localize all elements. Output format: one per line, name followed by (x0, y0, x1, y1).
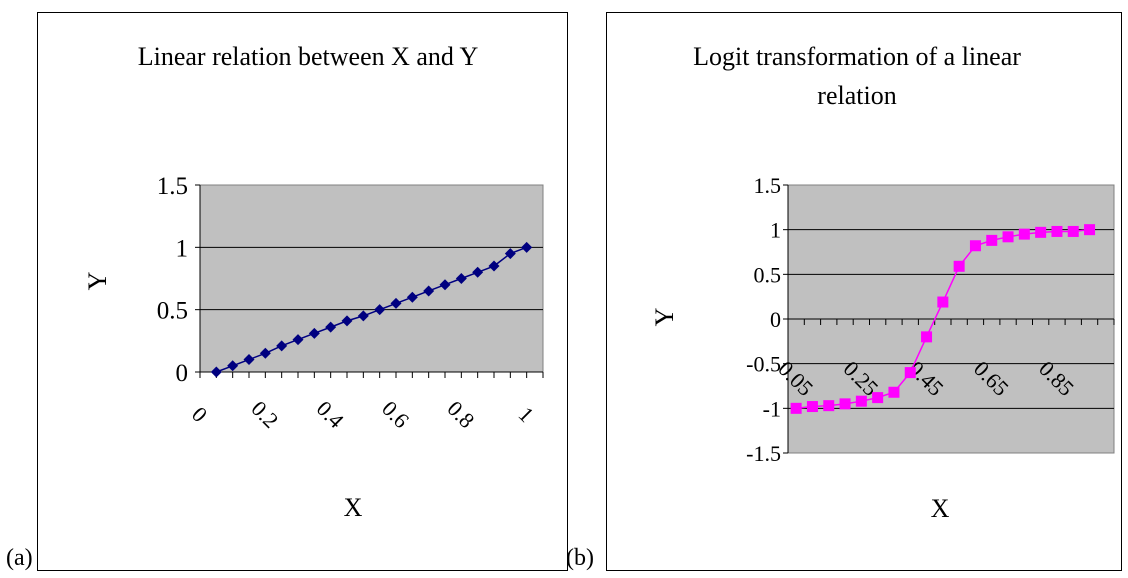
data-point-marker (504, 248, 516, 260)
data-point-marker (406, 291, 418, 303)
panel-label-a: (a) (6, 545, 33, 571)
data-point-marker (1035, 226, 1047, 238)
data-point-marker (390, 297, 402, 309)
data-point-marker (455, 273, 467, 284)
data-point-marker (374, 304, 386, 316)
y-tick-label: 1.5 (157, 173, 188, 200)
data-point-marker (823, 400, 835, 412)
y-tick-label: 1.5 (754, 173, 782, 198)
data-point-marker (790, 402, 802, 414)
x-tick-label: 0.8 (442, 396, 479, 433)
data-point-marker (1002, 231, 1014, 243)
data-point-marker (806, 401, 818, 413)
y-tick-label: 0.5 (754, 262, 782, 287)
data-point-marker (488, 260, 500, 272)
data-point-marker (969, 240, 981, 252)
data-point-marker (439, 279, 451, 291)
data-point-marker (1084, 224, 1096, 236)
x-tick-label: 0.6 (377, 396, 414, 433)
data-point-marker (292, 334, 304, 346)
data-point-marker (276, 340, 288, 352)
data-point-marker (423, 285, 435, 297)
y-tick-label: 0 (770, 307, 781, 332)
y-axis-title: Y (83, 271, 112, 290)
data-point-marker (357, 310, 369, 322)
plot-area (199, 184, 544, 373)
data-point-marker (325, 321, 337, 333)
y-axis-title: Y (650, 307, 679, 326)
y-tick-label: -1 (763, 396, 781, 421)
data-point-marker (904, 367, 916, 379)
chart-a-plot: 0 0.5 1 1.5 0 0.2 0.4 0.6 0.8 1 X Y (83, 173, 544, 522)
chart-b-title: Logit transformation of a linear relatio… (693, 42, 1021, 110)
data-point-marker (937, 296, 949, 308)
data-point-marker (839, 398, 851, 410)
data-point-marker (1018, 228, 1030, 240)
panel-label-b: (b) (566, 545, 594, 571)
data-point-marker (472, 266, 484, 278)
y-tick-label: 0.5 (157, 298, 188, 325)
x-axis-title: X (931, 494, 950, 523)
y-tick-label: 1 (770, 218, 781, 243)
y-tick-label: 1 (176, 235, 189, 262)
data-point-marker (243, 354, 255, 366)
x-tick-label: 0.4 (312, 396, 349, 433)
data-point-marker (227, 360, 239, 372)
data-point-marker (521, 241, 533, 253)
chart-b-frame: Logit transformation of a linear relatio… (606, 12, 1122, 571)
data-point-marker (872, 392, 884, 404)
y-tick-label: -1.5 (746, 441, 781, 466)
data-point-marker (855, 395, 867, 407)
data-point-marker (1051, 225, 1063, 237)
chart-a-frame: Linear relation between X and Y 0 0.5 1 1.5… (37, 12, 568, 571)
x-tick-label: 1 (514, 402, 539, 427)
y-tick-label: -0.5 (746, 352, 781, 377)
chart-a-title: Linear relation between X and Y (137, 42, 479, 71)
y-tick-label: 0 (176, 360, 189, 387)
x-axis-title: X (344, 493, 363, 522)
data-point-marker (986, 234, 998, 246)
data-point-marker (210, 366, 222, 378)
data-point-marker (341, 315, 353, 327)
data-point-marker (259, 347, 271, 359)
x-tick-label: 0 (187, 402, 212, 427)
data-point-marker (953, 260, 965, 272)
data-point-marker (888, 386, 900, 398)
x-tick-label: 0.2 (246, 396, 283, 433)
data-point-marker (1067, 225, 1079, 237)
data-point-marker (921, 331, 933, 343)
data-point-marker (308, 327, 320, 339)
